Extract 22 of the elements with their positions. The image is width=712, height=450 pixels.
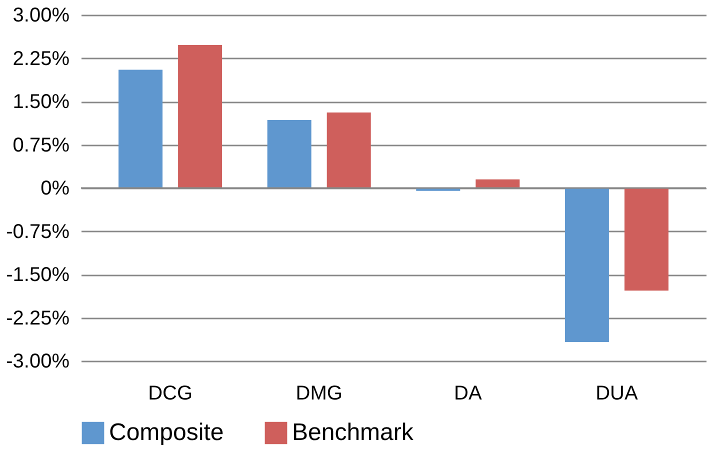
legend-label: Composite [109,419,224,446]
y-tick-label: -3.00% [6,350,70,372]
x-tick-label: DCG [148,382,193,404]
x-tick-label: DUA [596,382,638,404]
bar [326,112,371,188]
y-tick-label: 3.00% [12,4,70,26]
x-tick-label: DMG [296,382,342,404]
bar [564,188,609,342]
bar [118,70,163,188]
x-tick-label: DA [454,382,482,404]
bar [624,188,668,291]
bar [178,44,222,188]
y-tick-label: 0.75% [12,134,70,156]
y-tick-label: 1.50% [12,91,70,113]
bar [476,179,520,188]
y-tick-label: -1.50% [6,264,70,286]
y-tick-label: -0.75% [6,220,70,243]
legend-label: Benchmark [292,419,414,446]
y-tick-label: 0% [40,178,70,200]
bar [267,120,312,188]
y-tick-label: -2.25% [6,307,70,330]
y-tick-label: 2.25% [12,48,70,70]
